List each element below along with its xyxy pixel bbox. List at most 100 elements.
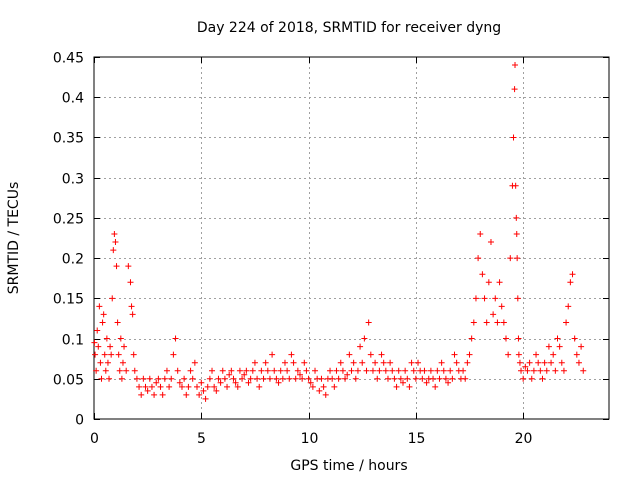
data-point	[288, 351, 295, 358]
data-point	[174, 367, 181, 374]
data-point	[515, 351, 522, 358]
data-point	[541, 359, 548, 366]
data-point	[290, 359, 297, 366]
data-point	[243, 367, 250, 374]
data-point	[138, 391, 145, 398]
axis-ticks	[94, 57, 609, 420]
data-point	[111, 230, 118, 237]
data-point	[339, 367, 346, 374]
data-point	[168, 375, 175, 382]
data-point	[130, 351, 137, 358]
data-point	[95, 343, 102, 350]
data-point	[530, 367, 537, 374]
data-point	[119, 359, 126, 366]
data-point	[254, 375, 261, 382]
data-point	[144, 387, 151, 394]
data-point	[447, 367, 454, 374]
data-point	[251, 359, 258, 366]
data-point	[432, 383, 439, 390]
data-point	[277, 367, 284, 374]
data-point	[430, 375, 437, 382]
data-point	[107, 343, 114, 350]
data-point	[118, 375, 125, 382]
data-point	[230, 375, 237, 382]
data-point	[498, 303, 505, 310]
data-point	[369, 367, 376, 374]
data-point	[367, 351, 374, 358]
data-point	[100, 311, 107, 318]
data-point	[350, 359, 357, 366]
data-point	[344, 371, 351, 378]
data-point	[423, 379, 430, 386]
data-point	[206, 375, 213, 382]
data-point	[524, 367, 531, 374]
data-point	[419, 375, 426, 382]
data-point	[535, 359, 542, 366]
data-point	[510, 134, 517, 141]
data-point	[460, 367, 467, 374]
data-point	[494, 319, 501, 326]
data-point	[191, 359, 198, 366]
data-point	[129, 311, 136, 318]
data-point	[183, 391, 190, 398]
data-point	[260, 375, 267, 382]
data-point	[140, 375, 147, 382]
data-point	[406, 383, 413, 390]
data-point	[520, 375, 527, 382]
data-point	[108, 351, 115, 358]
x-tick-label: 20	[515, 431, 533, 447]
data-point	[286, 375, 293, 382]
data-point	[464, 359, 471, 366]
data-point	[204, 383, 211, 390]
data-point	[198, 379, 205, 386]
data-point	[101, 351, 108, 358]
data-point	[292, 375, 299, 382]
data-point	[309, 383, 316, 390]
data-point	[271, 367, 278, 374]
data-point	[294, 367, 301, 374]
data-point	[281, 359, 288, 366]
data-point	[354, 367, 361, 374]
data-point	[196, 391, 203, 398]
data-point	[512, 62, 519, 69]
data-point	[404, 375, 411, 382]
data-point	[487, 239, 494, 246]
data-point	[378, 351, 385, 358]
data-point	[279, 375, 286, 382]
data-point	[560, 367, 567, 374]
data-point	[155, 375, 162, 382]
data-point	[159, 391, 166, 398]
data-point	[421, 367, 428, 374]
data-point	[567, 279, 574, 286]
data-point	[123, 367, 130, 374]
y-tick-label: 0	[75, 413, 84, 429]
data-point	[442, 375, 449, 382]
data-point	[515, 335, 522, 342]
data-point	[468, 335, 475, 342]
data-point	[93, 367, 100, 374]
data-point	[176, 379, 183, 386]
data-point	[131, 367, 138, 374]
data-point	[352, 375, 359, 382]
data-point	[490, 311, 497, 318]
data-point	[98, 375, 105, 382]
data-point	[241, 371, 248, 378]
data-point	[299, 375, 306, 382]
data-point	[503, 335, 509, 342]
x-tick-label: 0	[90, 431, 99, 447]
data-point	[102, 367, 109, 374]
data-point	[376, 367, 383, 374]
plot-area-frame	[93, 56, 610, 420]
data-point	[301, 359, 308, 366]
data-point	[479, 271, 486, 278]
data-point	[312, 367, 319, 374]
data-point	[393, 383, 400, 390]
data-point	[151, 391, 158, 398]
data-point	[382, 367, 389, 374]
x-tick-label: 15	[408, 431, 426, 447]
data-point	[249, 367, 256, 374]
data-point	[333, 367, 340, 374]
data-point	[178, 383, 185, 390]
data-point	[550, 351, 557, 358]
data-point	[116, 367, 123, 374]
